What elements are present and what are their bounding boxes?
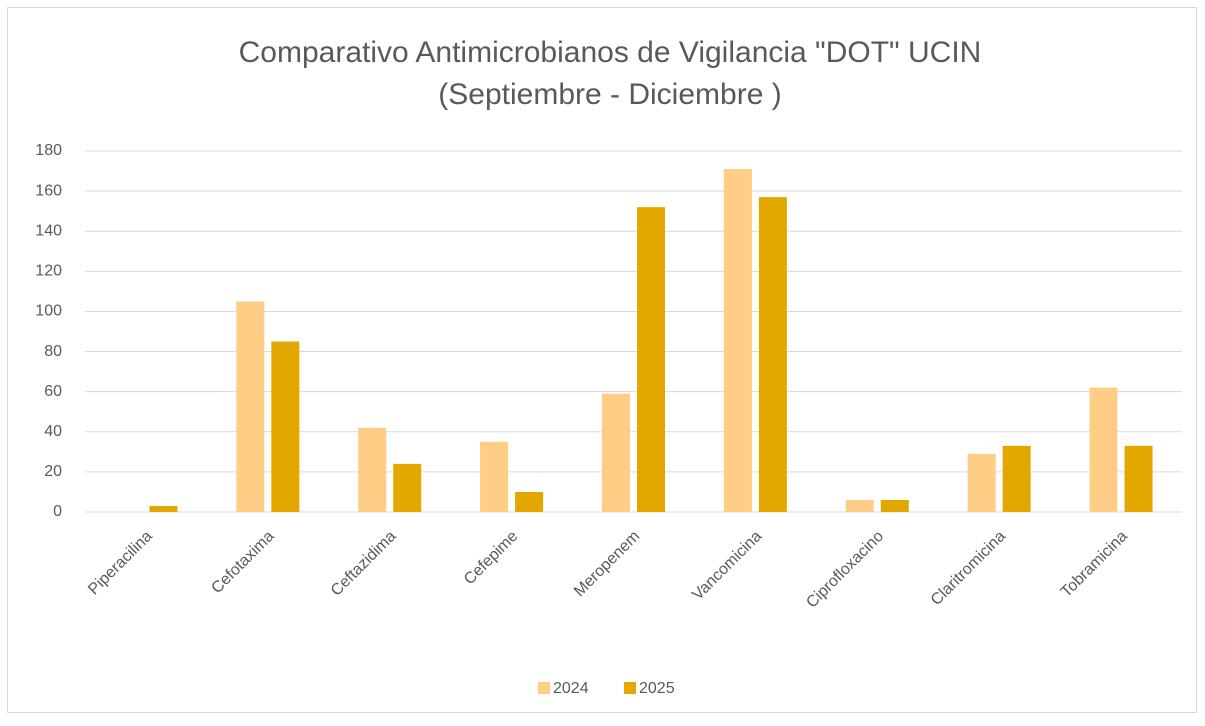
legend-label: 2024: [553, 680, 589, 697]
y-tick-label: 60: [44, 383, 62, 400]
bar: [967, 453, 996, 512]
bar: [271, 341, 300, 512]
bar: [1124, 445, 1153, 512]
y-tick-label: 160: [35, 182, 62, 199]
bar: [845, 499, 874, 512]
bar: [1089, 387, 1118, 512]
bar: [1002, 445, 1031, 512]
y-tick-label: 140: [35, 222, 62, 239]
bar: [637, 207, 665, 512]
y-tick-label: 120: [35, 263, 62, 280]
y-tick-label: 180: [35, 142, 62, 159]
legend-swatch: [624, 682, 636, 694]
bar: [515, 491, 544, 512]
chart-title: (Septiembre - Diciembre ): [438, 78, 781, 111]
legend-swatch: [538, 682, 550, 694]
chart-border: [7, 7, 1197, 713]
bar: [358, 427, 387, 512]
y-tick-label: 40: [44, 423, 62, 440]
bar: [149, 505, 178, 512]
bar: [723, 169, 752, 513]
y-tick-label: 0: [53, 503, 62, 520]
y-tick-label: 80: [44, 343, 62, 360]
bar: [393, 463, 422, 512]
bar: [758, 197, 787, 512]
bar: [602, 393, 630, 512]
y-tick-label: 20: [44, 463, 62, 480]
bar: [236, 301, 265, 512]
bar: [880, 499, 909, 512]
chart-title: Comparativo Antimicrobianos de Vigilanci…: [239, 36, 982, 69]
legend-label: 2025: [639, 680, 675, 697]
bar: [480, 441, 509, 512]
y-tick-label: 100: [35, 303, 62, 320]
